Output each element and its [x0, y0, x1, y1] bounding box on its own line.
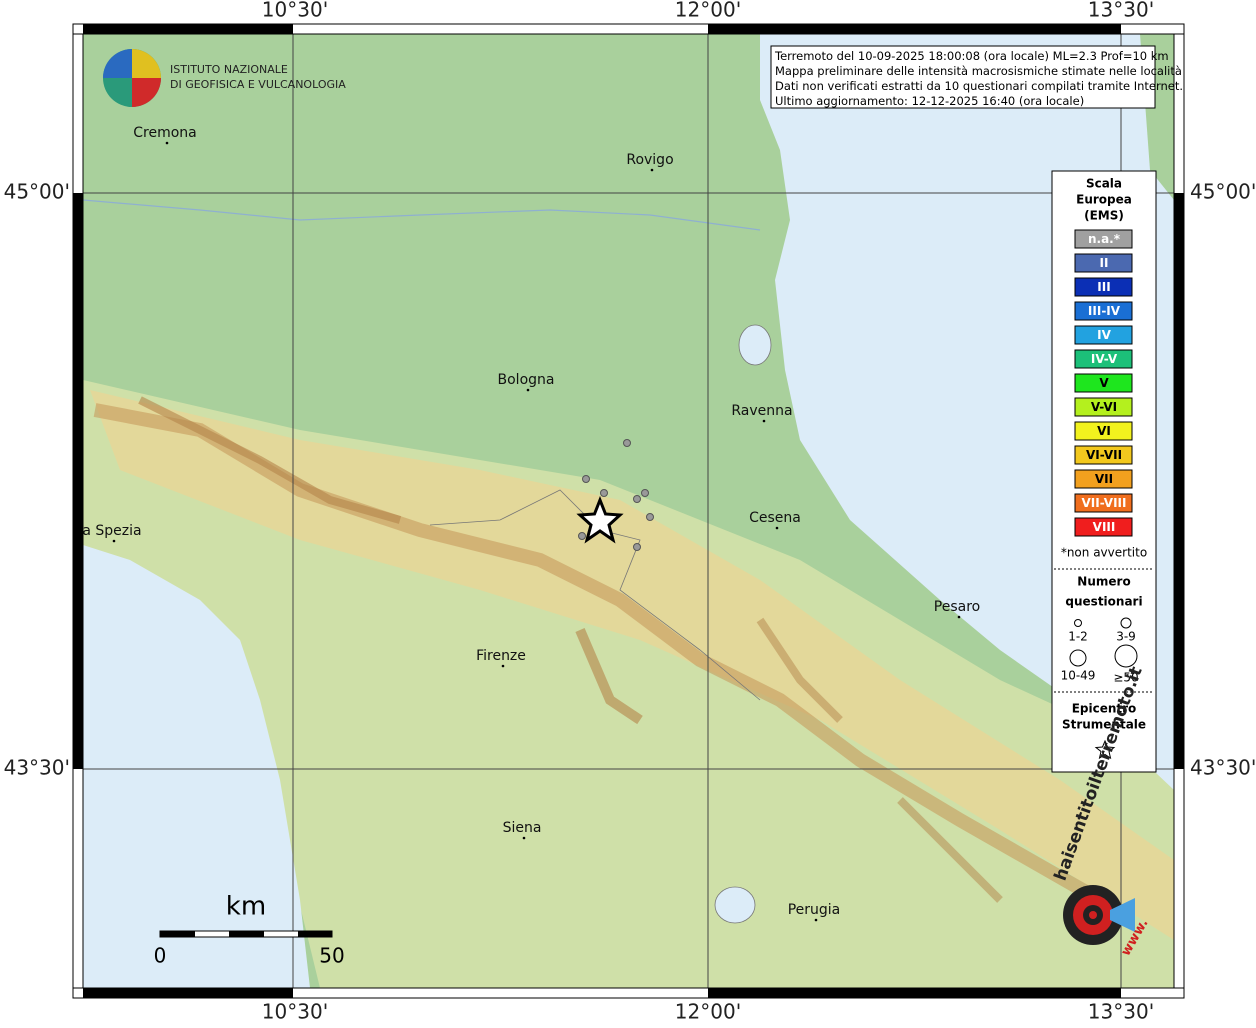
- legend-swatch: [1074, 469, 1133, 489]
- legend-title: questionari: [1065, 595, 1142, 609]
- longitude-label: 13°30': [1088, 0, 1154, 22]
- legend-swatch: [1074, 421, 1133, 441]
- city-label: Pesaro: [934, 599, 980, 615]
- legend-size: [1069, 649, 1087, 667]
- city-label: a Spezia: [82, 523, 141, 539]
- city-dot: [957, 615, 961, 619]
- legend: ScalaEuropea(EMS)n.a.*IIIIIIII-IVIVIV-VV…: [1051, 170, 1157, 773]
- legend-swatch: [1074, 277, 1133, 297]
- latitude-label: 43°30': [4, 756, 70, 780]
- info-line: Dati non verificati estratti da 10 quest…: [775, 79, 1183, 93]
- longitude-label: 12°00': [675, 1000, 741, 1024]
- city-dot: [112, 539, 116, 543]
- legend-size: [1120, 617, 1132, 629]
- epicenter: [576, 495, 624, 544]
- city-dot: [165, 141, 169, 145]
- legend-label: VI-VII: [1086, 448, 1122, 462]
- city-dot: [501, 664, 505, 668]
- legend-label: V: [1099, 376, 1109, 390]
- legend-label: VII: [1095, 472, 1113, 486]
- scale-label: 50: [319, 944, 344, 968]
- city-dot: [775, 526, 779, 530]
- legend-label: IV: [1097, 328, 1111, 342]
- city-dot: [650, 168, 654, 172]
- legend-swatch: [1074, 373, 1133, 393]
- info-box: Terremoto del 10-09-2025 18:00:08 (ora l…: [770, 45, 1183, 109]
- legend-label: n.a.*: [1088, 232, 1121, 246]
- info-line: Mappa preliminare delle intensità macros…: [775, 64, 1182, 78]
- city-label: Ravenna: [731, 403, 792, 419]
- city-label: Siena: [503, 820, 542, 836]
- points: [578, 439, 654, 551]
- city-label: Firenze: [476, 648, 526, 664]
- city-label: Perugia: [788, 902, 841, 918]
- legend-size: [1074, 619, 1082, 627]
- coordinates: 10°30' 12°00' 13°30' 10°30' 12°00' 13°30…: [4, 0, 1256, 1024]
- legend-count: 10-49: [1061, 669, 1096, 683]
- city-dot: [814, 918, 818, 922]
- institute-name: ISTITUTO NAZIONALE: [170, 63, 288, 76]
- legend-title: Epicentro: [1072, 702, 1137, 716]
- city-label: Bologna: [498, 372, 555, 388]
- frame: [72, 23, 1185, 999]
- legend-title: Scala: [1086, 177, 1122, 191]
- city-dot: [522, 836, 526, 840]
- legend-swatch: [1074, 325, 1133, 345]
- latitude-label: 43°30': [1190, 756, 1256, 780]
- city-label: Cesena: [749, 510, 801, 526]
- legend-count: 1-2: [1068, 630, 1088, 644]
- legend-swatch: [1074, 397, 1133, 417]
- city-dot: [526, 388, 530, 392]
- legend-label: III-IV: [1088, 304, 1121, 318]
- legend-label: VIII: [1093, 520, 1116, 534]
- legend-label: IV-V: [1091, 352, 1118, 366]
- legend-title: (EMS): [1084, 209, 1124, 223]
- city-dot: [762, 419, 766, 423]
- logo-ingv: ISTITUTO NAZIONALE DI GEOFISICA E VULCAN…: [103, 49, 346, 107]
- longitude-label: 10°30': [262, 0, 328, 22]
- legend-label: III: [1097, 280, 1110, 294]
- legend-label: VII-VIII: [1081, 496, 1126, 510]
- scale-bar: km 0 50: [154, 892, 345, 968]
- city-label: Cremona: [133, 125, 197, 141]
- legend-swatch: [1074, 493, 1133, 513]
- legend-title: Strumentale: [1062, 718, 1146, 732]
- legend-swatch: [1074, 517, 1133, 537]
- info-line: Ultimo aggiornamento: 12-12-2025 16:40 (…: [775, 94, 1084, 108]
- legend-note: *non avvertito: [1061, 546, 1147, 560]
- cities: Cremona Rovigo Bologna Ravenna a Spezia Cesen…: [82, 125, 980, 922]
- legend-star: [1094, 739, 1116, 760]
- latitude-label: 45°00': [4, 180, 70, 204]
- institute-name: DI GEOFISICA E VULCANOLOGIA: [170, 78, 346, 91]
- legend-swatch: [1074, 253, 1133, 273]
- legend-swatch: [1074, 301, 1133, 321]
- legend-title: Numero: [1077, 575, 1130, 589]
- legend-label: VI: [1097, 424, 1111, 438]
- legend-swatch: [1074, 229, 1133, 249]
- longitude-label: 12°00': [675, 0, 741, 22]
- legend-label: II: [1100, 256, 1109, 270]
- latitude-label: 45°00': [1190, 180, 1256, 204]
- legend-swatch: [1074, 445, 1133, 465]
- legend-count: 3-9: [1116, 630, 1136, 644]
- terrain: [83, 34, 1174, 988]
- city-label: Rovigo: [626, 152, 673, 168]
- legend-count: ≥50: [1113, 671, 1138, 685]
- legend-size: [1114, 644, 1138, 668]
- legend-swatch: [1074, 349, 1133, 369]
- longitude-label: 13°30': [1088, 1000, 1154, 1024]
- scale-label: 0: [154, 944, 167, 968]
- longitude-label: 10°30': [262, 1000, 328, 1024]
- legend-label: V-VI: [1091, 400, 1117, 414]
- info-line: Terremoto del 10-09-2025 18:00:08 (ora l…: [774, 49, 1169, 63]
- legend-title: Europea: [1076, 193, 1132, 207]
- scale-unit: km: [226, 892, 266, 922]
